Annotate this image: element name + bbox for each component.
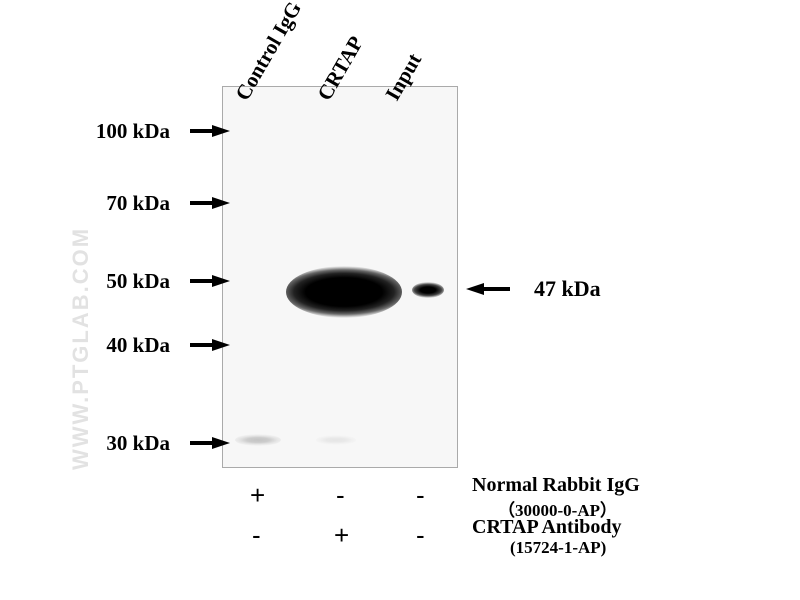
treatment-2-mark-2: + — [334, 520, 349, 551]
mw-label-40: 40 kDa — [80, 333, 170, 358]
mw-label-70: 70 kDa — [80, 191, 170, 216]
target-band-label: 47 kDa — [534, 276, 601, 302]
band-faint-low-2 — [316, 435, 356, 445]
band-crtap-main — [286, 266, 402, 318]
band-faint-low-1 — [235, 434, 281, 446]
target-arrow — [466, 283, 484, 295]
treatment-1-mark-3: - — [416, 480, 425, 511]
mw-arrow-100 — [212, 125, 230, 137]
treatment-2-mark-3: - — [416, 520, 425, 551]
treatment-2-label-sub: (15724-1-AP) — [510, 538, 606, 558]
mw-label-100: 100 kDa — [80, 119, 170, 144]
mw-label-50: 50 kDa — [80, 269, 170, 294]
mw-arrow-30 — [212, 437, 230, 449]
treatment-2-label-main: CRTAP Antibody — [472, 516, 622, 539]
treatment-1-mark-2: - — [336, 480, 345, 511]
mw-label-30: 30 kDa — [80, 431, 170, 456]
treatment-1-label-main: Normal Rabbit IgG — [472, 474, 640, 497]
treatment-2-mark-1: - — [252, 520, 261, 551]
mw-arrow-70 — [212, 197, 230, 209]
treatment-1-mark-1: + — [250, 480, 265, 511]
mw-arrow-50 — [212, 275, 230, 287]
mw-arrow-40 — [212, 339, 230, 351]
band-input — [412, 282, 444, 298]
figure-container: WWW.PTGLAB.COM Control IgG CRTAP Input 1… — [0, 0, 800, 600]
